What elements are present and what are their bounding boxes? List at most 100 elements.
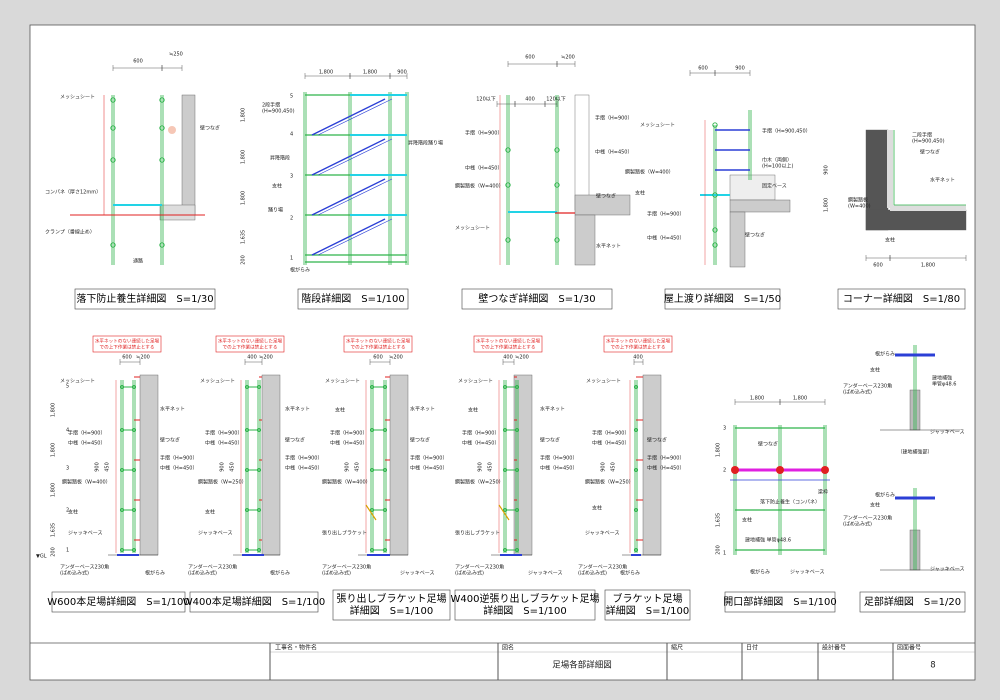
warning-box	[92, 335, 162, 353]
annotation: 4	[66, 428, 69, 434]
annotation: アンダーベース230角	[455, 564, 504, 571]
annotation: 1	[66, 548, 69, 554]
title-box	[859, 591, 966, 613]
stair	[311, 138, 386, 176]
title-box	[74, 288, 216, 310]
annotation: 2	[66, 508, 69, 514]
annotation: 支柱	[870, 502, 880, 509]
joint	[502, 384, 508, 390]
annotation: 壁つなぎ	[920, 149, 940, 156]
annotation: 支柱	[870, 367, 880, 374]
title-box	[51, 591, 186, 613]
joint	[131, 507, 137, 513]
annotation: 1,800	[793, 396, 807, 402]
annotation: 梁枠	[818, 489, 828, 496]
annotation: 固定ベース	[762, 183, 787, 190]
annotation: 手摺（H=900）	[647, 211, 685, 218]
annotation: 1,635	[716, 513, 722, 527]
annotation: 鋼製踏板（W=400）	[455, 183, 504, 190]
annotation: 手摺（H=900）	[285, 455, 323, 462]
annotation: ≒200	[389, 355, 403, 361]
annotation: 張り出しブラケット	[455, 530, 500, 537]
joint	[256, 427, 262, 433]
joint	[776, 466, 784, 474]
warning-note: での上下作業は禁止とする	[611, 344, 666, 351]
annotation: 中桟（H=450）	[462, 440, 500, 447]
reinforce	[909, 529, 921, 571]
title-box	[189, 591, 319, 613]
annotation: (ばめ込み式)	[843, 521, 872, 528]
annotation: 建地補強 単管φ48.6	[745, 537, 791, 544]
joint	[514, 384, 520, 390]
joint	[554, 182, 560, 188]
annotation: 中桟（H=450）	[68, 440, 106, 447]
title-box	[724, 591, 836, 613]
title-box	[837, 288, 966, 310]
annotation: 中桟（H=450）	[410, 465, 448, 472]
joint	[502, 467, 508, 473]
warning-box	[603, 335, 673, 353]
sheet-border	[29, 24, 976, 681]
panel-title: 開口部詳細図 S=1/100	[723, 595, 837, 608]
annotation: 中桟（H=450）	[540, 465, 578, 472]
header-date: 日付	[746, 644, 758, 652]
joint	[244, 547, 250, 553]
wall	[574, 194, 631, 216]
annotation: 踊り場	[268, 207, 283, 214]
joint	[502, 547, 508, 553]
annotation: 壁つなぎ	[647, 437, 667, 444]
annotation: 根がらみ	[875, 351, 895, 358]
annotation: 2	[290, 216, 293, 222]
annotation: 昇降階段踊り場	[408, 140, 443, 147]
joint	[505, 237, 511, 243]
annotation: 根がらみ	[290, 267, 310, 274]
joint	[382, 507, 388, 513]
annotation: 建地補強	[932, 375, 952, 382]
header-project: 工事名・物件名	[275, 644, 317, 652]
panel-title: 階段詳細図 S=1/100	[301, 292, 405, 305]
joint	[633, 547, 639, 553]
joint	[119, 384, 125, 390]
annotation: 二段手摺	[912, 132, 932, 139]
annotation: 200	[716, 545, 722, 555]
joint	[244, 467, 250, 473]
annotation: 450	[355, 462, 361, 472]
joint	[633, 507, 639, 513]
warning-note: 水平ネットのない連続した足場	[346, 338, 411, 345]
bracket	[498, 504, 510, 521]
annotation: 3	[723, 426, 726, 432]
annotation: 鋼製踏板	[848, 197, 868, 204]
annotation: ジャッキベース	[198, 531, 233, 537]
annotation: 200	[51, 547, 57, 557]
annotation: 450	[105, 462, 111, 472]
joint	[131, 467, 137, 473]
wall	[513, 374, 533, 556]
annotation: 手摺（H=900）	[465, 130, 503, 137]
annotation: ジャッキベース	[930, 430, 965, 436]
annotation: (ばめ込み式)	[578, 570, 607, 577]
annotation: 1,635	[241, 230, 247, 244]
joint	[244, 384, 250, 390]
annotation: メッシュシート	[640, 123, 675, 129]
annotation: 900	[824, 165, 830, 175]
stair	[311, 218, 386, 256]
joint	[369, 547, 375, 553]
annotation: 根がらみ	[270, 570, 290, 577]
annotation: ≒200	[561, 55, 575, 61]
bracket	[365, 504, 377, 521]
title-block: 工事名・物件名 図名 縮尺 日付 設計番号 図面番号 足場各部詳細図 8	[30, 642, 975, 680]
annotation: 水平ネット	[930, 177, 955, 184]
warning-box	[473, 335, 543, 353]
annotation: 1,800	[241, 150, 247, 164]
annotation: 1,800	[824, 198, 830, 212]
wall	[729, 211, 746, 268]
stair	[317, 138, 393, 176]
annotation: (W=400)	[848, 204, 871, 210]
joint	[119, 467, 125, 473]
wall	[574, 214, 596, 266]
joint	[633, 467, 639, 473]
joint	[382, 384, 388, 390]
annotation: 根がらみ	[620, 570, 640, 577]
panel-title: W400逆張り出しブラケット足場	[451, 592, 600, 605]
joint	[633, 427, 639, 433]
